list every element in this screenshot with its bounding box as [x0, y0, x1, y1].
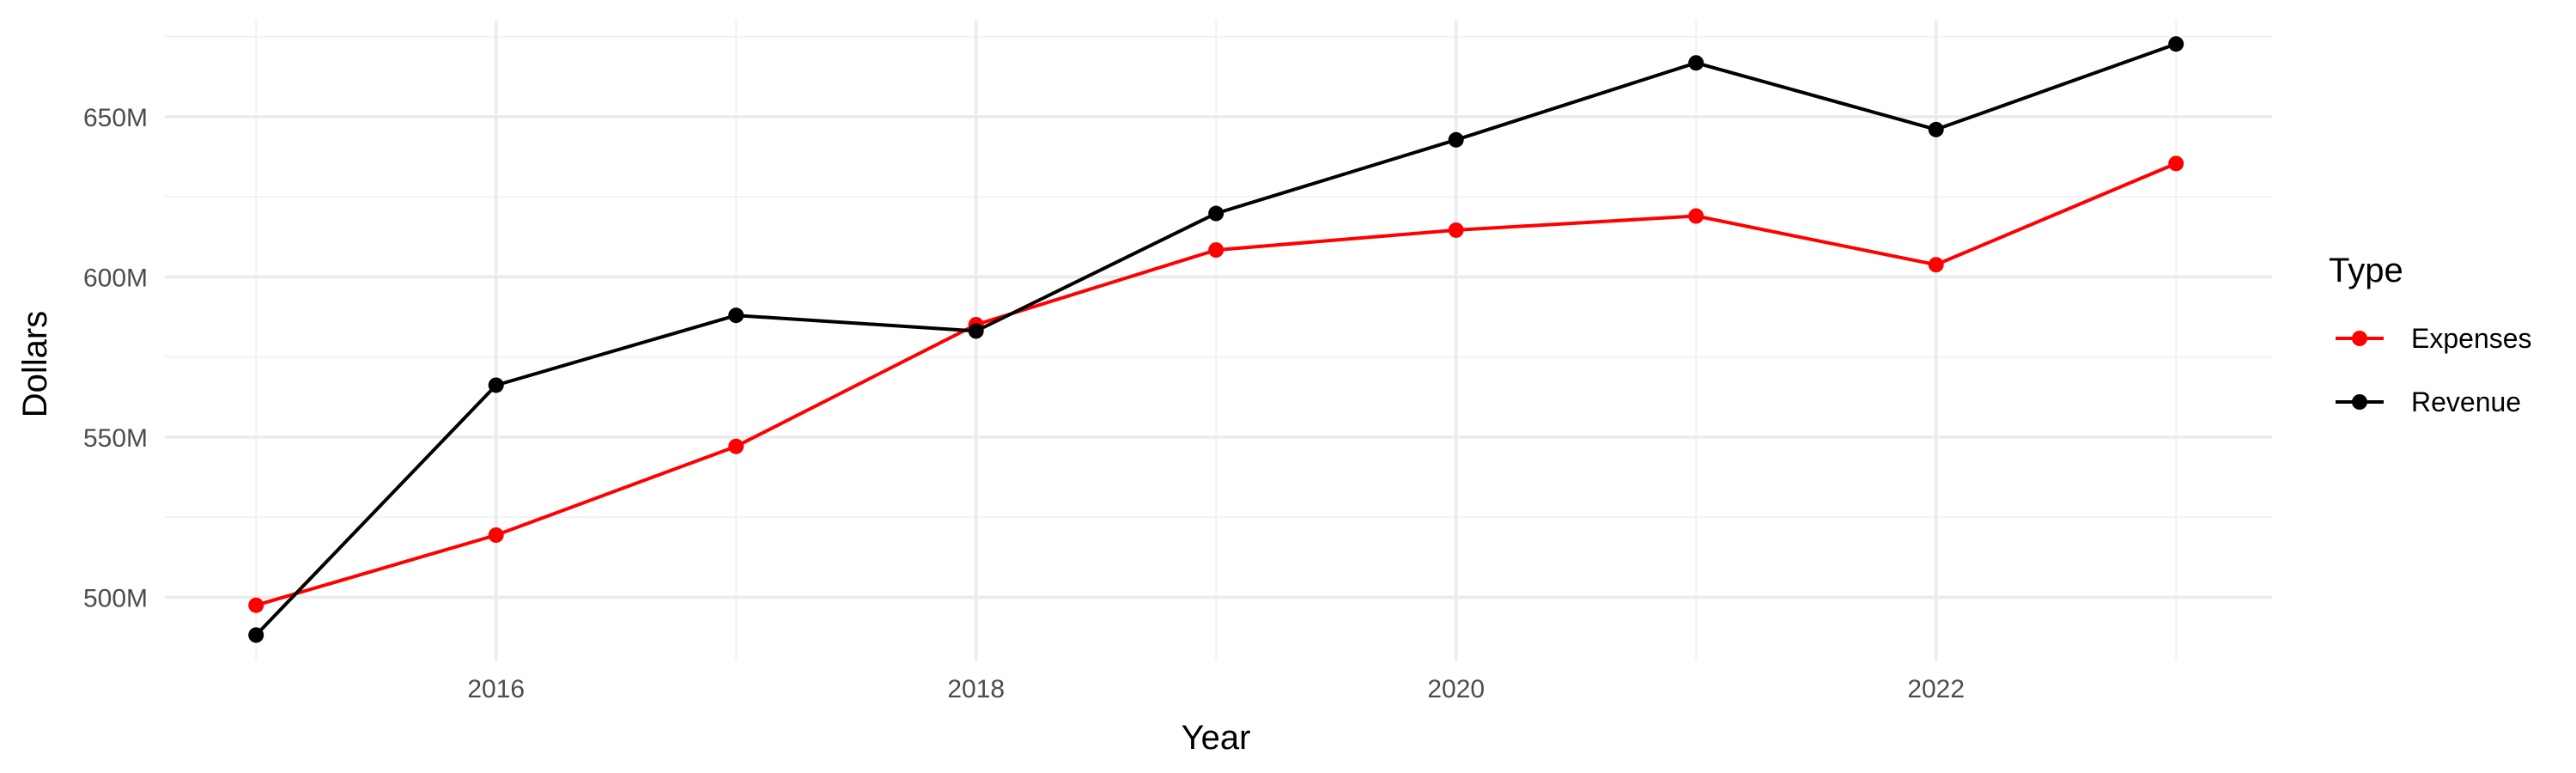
revenue-point — [1928, 121, 1944, 137]
x-tick-label: 2018 — [947, 675, 1005, 703]
revenue-point — [248, 627, 264, 643]
series-lines — [248, 36, 2184, 643]
revenue-point — [2168, 36, 2184, 52]
y-tick-labels: 500M 550M 600M 650M — [83, 104, 148, 613]
y-axis-title: Dollars — [16, 311, 54, 417]
expenses-point — [1208, 242, 1224, 259]
legend-item-expenses: Expenses — [2336, 323, 2532, 354]
legend: Type Expenses Revenue — [2329, 252, 2532, 417]
x-tick-label: 2022 — [1907, 675, 1965, 703]
legend-items: Expenses Revenue — [2336, 323, 2532, 417]
legend-point-revenue — [2352, 394, 2367, 410]
revenue-point — [728, 307, 744, 324]
expenses-point — [1928, 257, 1944, 273]
legend-label-revenue: Revenue — [2411, 386, 2521, 417]
revenue-point — [1688, 55, 1704, 71]
revenue-point — [1448, 131, 1464, 148]
legend-item-revenue: Revenue — [2336, 386, 2521, 417]
legend-title: Type — [2329, 252, 2403, 289]
expenses-point — [1448, 222, 1464, 238]
revenue-point — [1208, 205, 1224, 222]
x-tick-label: 2020 — [1427, 675, 1485, 703]
y-tick-label: 550M — [83, 424, 148, 453]
x-axis-title: Year — [1182, 719, 1251, 757]
expenses-point — [488, 527, 504, 544]
y-tick-label: 650M — [83, 104, 148, 132]
x-tick-label: 2016 — [467, 675, 525, 703]
y-tick-label: 500M — [83, 584, 148, 612]
x-tick-labels: 2016 2018 2020 2022 — [467, 675, 1965, 703]
legend-point-expenses — [2352, 331, 2367, 346]
expenses-point — [248, 597, 264, 613]
legend-label-expenses: Expenses — [2411, 323, 2532, 354]
grid-lines — [165, 21, 2272, 661]
y-tick-label: 600M — [83, 264, 148, 292]
revenue-point — [968, 323, 984, 339]
expenses-point — [728, 438, 744, 454]
expenses-point — [2168, 155, 2184, 172]
expenses-point — [1688, 208, 1704, 224]
revenue-point — [488, 377, 504, 393]
